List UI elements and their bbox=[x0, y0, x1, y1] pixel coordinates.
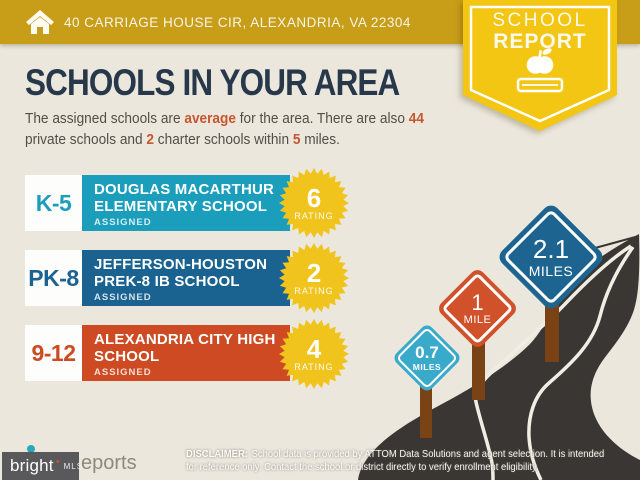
rating-badge: 4 RATING bbox=[278, 318, 350, 390]
starburst-icon bbox=[279, 319, 349, 389]
school-bar: JEFFERSON-HOUSTON PREK-8 IB SCHOOL ASSIG… bbox=[82, 250, 290, 306]
school-name: ALEXANDRIA CITY HIGH SCHOOL bbox=[94, 331, 276, 365]
school-name: JEFFERSON-HOUSTON PREK-8 IB SCHOOL bbox=[94, 256, 268, 290]
grade-range: 9-12 bbox=[25, 325, 82, 381]
sign-label: 1 MILE bbox=[448, 279, 507, 338]
page-title: SCHOOLS IN YOUR AREA bbox=[25, 62, 400, 103]
rating-label: RATING bbox=[294, 285, 334, 296]
sign-post bbox=[545, 300, 559, 362]
rating-value: 2 bbox=[306, 257, 322, 288]
school-row-elementary: K-5 DOUGLAS MACARTHUR ELEMENTARY SCHOOL … bbox=[25, 175, 290, 231]
intro-highlight: average bbox=[184, 110, 236, 127]
assigned-tag: ASSIGNED bbox=[94, 292, 152, 303]
rating-badge: 6 RATING bbox=[278, 167, 350, 239]
rating-label: RATING bbox=[294, 210, 334, 221]
badge-line-1: SCHOOL bbox=[492, 10, 587, 31]
intro-line-1: The assigned schools are average for the… bbox=[25, 108, 424, 129]
house-icon bbox=[26, 10, 54, 34]
distance-unit: MILES bbox=[412, 362, 442, 372]
mile-marker-sign-2-1: 2.1 MILES bbox=[495, 201, 607, 313]
logo-dot-icon bbox=[27, 445, 35, 453]
school-row-high: 9-12 ALEXANDRIA CITY HIGH SCHOOL ASSIGNE… bbox=[25, 325, 290, 381]
intro-highlight: 2 bbox=[146, 131, 155, 148]
sign-post bbox=[472, 342, 485, 400]
intro-text-segment: for the area. There are also bbox=[235, 110, 409, 127]
apple-icon bbox=[526, 48, 554, 74]
distance-value: 1 bbox=[471, 290, 484, 315]
intro-text-segment: miles. bbox=[300, 131, 340, 148]
school-bar: DOUGLAS MACARTHUR ELEMENTARY SCHOOL ASSI… bbox=[82, 175, 290, 231]
grade-range: PK-8 bbox=[25, 250, 82, 306]
school-bar: ALEXANDRIA CITY HIGH SCHOOL ASSIGNED bbox=[82, 325, 290, 381]
property-address: 40 CARRIAGE HOUSE CIR, ALEXANDRIA, VA 22… bbox=[64, 14, 411, 30]
book-icon bbox=[516, 77, 564, 93]
sign-label: 0.7 MILES bbox=[402, 333, 452, 383]
distance-value: 2.1 bbox=[532, 233, 570, 264]
distance-value: 0.7 bbox=[415, 343, 439, 362]
sign-label: 2.1 MILES bbox=[512, 218, 590, 296]
school-name: DOUGLAS MACARTHUR ELEMENTARY SCHOOL bbox=[94, 181, 275, 215]
disclaimer-line-2: for reference only. Contact the school o… bbox=[186, 461, 539, 473]
rating-value: 6 bbox=[306, 182, 322, 213]
road-line-left bbox=[473, 244, 632, 480]
intro-text-segment: private schools and bbox=[25, 131, 147, 148]
starburst-icon bbox=[279, 168, 349, 238]
grade-range: K-5 bbox=[25, 175, 82, 231]
intro-highlight: 44 bbox=[408, 110, 424, 127]
distance-unit: MILES bbox=[528, 262, 574, 279]
intro-text: The assigned schools are average for the… bbox=[25, 108, 424, 150]
intro-highlight: 5 bbox=[292, 131, 301, 148]
brightmls-logo: bright ✦ MLS bbox=[2, 452, 82, 480]
sign-post bbox=[420, 382, 432, 438]
intro-text-segment: The assigned schools are bbox=[25, 110, 185, 127]
rating-label: RATING bbox=[294, 361, 334, 372]
distance-unit: MILE bbox=[463, 314, 492, 326]
badge-line-2: REPORT bbox=[493, 30, 587, 53]
disclaimer-label: DISCLAIMER: bbox=[186, 448, 248, 460]
assigned-tag: ASSIGNED bbox=[94, 367, 152, 378]
road-line-right bbox=[527, 245, 635, 480]
logo-wordmark: bright bbox=[10, 456, 54, 475]
school-row-middle: PK-8 JEFFERSON-HOUSTON PREK-8 IB SCHOOL … bbox=[25, 250, 290, 306]
disclaimer-line-1: DISCLAIMER: School data is provided by AT… bbox=[186, 448, 605, 460]
school-report-badge: SCHOOL REPORT bbox=[463, 0, 617, 131]
logo-star-icon: ✦ bbox=[54, 459, 61, 466]
disclaimer: DISCLAIMER: School data is provided by AT… bbox=[186, 448, 604, 474]
intro-line-2: private schools and 2 charter schools wi… bbox=[25, 129, 424, 150]
rating-badge: 2 RATING bbox=[278, 242, 350, 314]
starburst-icon bbox=[279, 243, 349, 313]
intro-text-segment: charter schools within bbox=[154, 131, 293, 148]
partial-logo-text: eports bbox=[81, 452, 137, 474]
mile-marker-sign-1: 1 MILE bbox=[435, 266, 520, 351]
logo-subtext: MLS bbox=[63, 461, 84, 471]
assigned-tag: ASSIGNED bbox=[94, 217, 152, 228]
rating-value: 4 bbox=[306, 333, 322, 364]
